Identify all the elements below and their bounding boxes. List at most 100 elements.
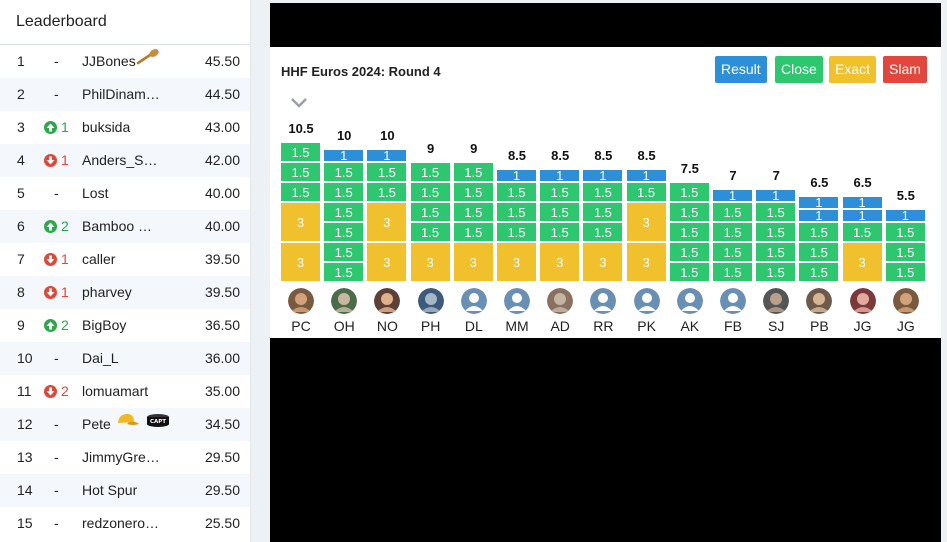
rank-number: 6 — [17, 218, 25, 234]
chevron-down-icon[interactable] — [290, 97, 308, 109]
close-points-block: 1.5 — [280, 162, 321, 183]
player-name[interactable]: Anders_S… — [82, 152, 158, 168]
close-points-block: 1.5 — [884, 242, 926, 263]
player-total: 8.5 — [594, 147, 613, 163]
player-name[interactable]: BigBoy — [82, 317, 127, 333]
exact-points-block: 3 — [582, 242, 624, 282]
arrow-down-icon — [44, 154, 57, 167]
close-points-block: 1.5 — [712, 202, 753, 223]
player-initials: PH — [420, 318, 441, 334]
arrow-up-icon — [44, 220, 57, 233]
player-avatar[interactable] — [331, 288, 358, 314]
close-points-block: 1.5 — [668, 242, 710, 263]
player-avatar[interactable] — [460, 288, 487, 314]
exact-points-block: 3 — [625, 202, 667, 243]
round-title: HHF Euros 2024: Round 4 — [281, 64, 441, 79]
player-avatar[interactable] — [849, 288, 876, 314]
leaderboard-row[interactable]: 4 1 Anders_S… 42.00 — [0, 144, 250, 177]
exact-points-block: 3 — [841, 242, 883, 282]
player-name[interactable]: Lost — [82, 185, 109, 201]
player-name[interactable]: redzonero… — [82, 515, 160, 531]
player-avatar[interactable] — [633, 288, 660, 314]
player-total: 10 — [336, 128, 352, 143]
player-avatar[interactable] — [374, 288, 401, 314]
slam-button[interactable]: Slam — [883, 56, 927, 83]
player-total: 8.5 — [551, 147, 570, 163]
player-avatar[interactable] — [720, 288, 746, 314]
leaderboard-list: 1- JJBones 45.50 2- PhilDinam… 44.50 3 1 buksida… — [0, 45, 250, 540]
player-avatar[interactable] — [892, 288, 919, 314]
leaderboard-row[interactable]: 14 - Hot Spur 29.50 — [0, 474, 250, 507]
player-points: 29.50 — [204, 449, 240, 465]
leaderboard-row[interactable]: 3 1 buksida 43.00 — [0, 111, 250, 144]
close-points-block: 1.5 — [280, 182, 321, 203]
player-name[interactable]: buksida — [82, 119, 131, 135]
leaderboard-row[interactable]: 6 2 Bamboo G… 40.00 — [0, 210, 250, 243]
rank-number: 8 — [17, 284, 25, 300]
player-points: 40.00 — [204, 218, 240, 234]
player-name[interactable]: Dai_L — [82, 350, 119, 366]
rank-movement: 1 — [44, 243, 76, 276]
player-avatar[interactable] — [288, 288, 314, 314]
player-name[interactable]: Hot Spur — [82, 482, 138, 498]
player-total: 6.5 — [853, 174, 872, 190]
exact-points-block: 3 — [280, 242, 321, 282]
captain-armband-icon: CAPT — [145, 408, 171, 441]
result-button[interactable]: Result — [715, 56, 767, 83]
rank-movement: - — [44, 441, 76, 474]
player-avatar[interactable] — [504, 288, 530, 314]
close-button[interactable]: Close — [775, 56, 823, 83]
player-avatar[interactable] — [590, 288, 617, 314]
leaderboard-row[interactable]: 13 - JimmyGrea… 29.50 — [0, 441, 250, 474]
exact-points-block: 3 — [452, 242, 494, 282]
player-avatar[interactable] — [763, 288, 790, 314]
rank-change: 2 — [61, 383, 69, 399]
player-total: 9 — [470, 141, 478, 157]
player-name[interactable]: lomuamart — [82, 383, 149, 399]
player-name[interactable]: JimmyGrea… — [82, 449, 162, 465]
close-points-block: 1.5 — [625, 182, 667, 203]
exact-points-block: 3 — [366, 202, 408, 243]
player-avatar[interactable] — [417, 288, 444, 314]
close-points-block: 1.5 — [496, 222, 537, 243]
player-avatar[interactable] — [676, 288, 703, 314]
close-points-block: 1.5 — [409, 202, 451, 223]
player-points: 25.50 — [204, 515, 240, 531]
close-points-block: 1.5 — [539, 182, 581, 203]
player-avatar[interactable] — [547, 288, 574, 314]
leaderboard-row[interactable]: 5 - Lost 40.00 — [0, 177, 250, 210]
player-initials: NO — [376, 318, 398, 334]
leaderboard-row[interactable]: 10 - Dai_L 36.00 — [0, 342, 250, 375]
rank-number: 11 — [17, 383, 32, 399]
cap-icon — [115, 408, 141, 441]
exact-points-block: 3 — [539, 242, 581, 282]
player-name[interactable]: PhilDinam… — [82, 86, 160, 102]
close-points-block: 1.5 — [452, 162, 494, 183]
player-name[interactable]: caller — [82, 251, 116, 267]
rank-movement: - — [44, 474, 76, 507]
player-name[interactable]: Bamboo G… — [82, 218, 162, 234]
player-points: 36.50 — [204, 317, 240, 333]
rank-number: 1 — [17, 53, 25, 69]
leaderboard-row[interactable]: 15 - redzonero… 25.50 — [0, 507, 250, 540]
rank-change: 2 — [61, 218, 69, 234]
close-points-block: 1.5 — [841, 222, 883, 243]
close-points-block: 1.5 — [668, 262, 710, 282]
leaderboard-row[interactable]: 7 1 caller 39.50 — [0, 243, 250, 276]
player-name[interactable]: pharvey — [82, 284, 132, 300]
leaderboard-row[interactable]: 8 1 pharvey 39.50 — [0, 276, 250, 309]
wooden-spoon-icon — [135, 45, 161, 78]
leaderboard-row[interactable]: 9 2 BigBoy 36.50 — [0, 309, 250, 342]
scrollbar-track[interactable] — [251, 0, 270, 542]
exact-button[interactable]: Exact — [829, 56, 877, 83]
rank-movement: 2 — [44, 309, 76, 342]
leaderboard-row[interactable]: 11 2 lomuamart 35.00 — [0, 375, 250, 408]
close-points-block: 1.5 — [323, 162, 365, 183]
leaderboard-row[interactable]: 2 - PhilDinam… 44.50 — [0, 78, 250, 111]
leaderboard-title: Leaderboard — [0, 0, 250, 45]
leaderboard-row[interactable]: 1- JJBones 45.50 — [0, 45, 250, 78]
player-avatar[interactable] — [806, 288, 833, 314]
close-points-block: 1.5 — [323, 222, 365, 243]
leaderboard-row[interactable]: 12- Pete 34.50 CAPT — [0, 408, 250, 441]
leaderboard-panel: Leaderboard 1- JJBones 45.50 2- PhilDinam… 44… — [0, 0, 251, 542]
